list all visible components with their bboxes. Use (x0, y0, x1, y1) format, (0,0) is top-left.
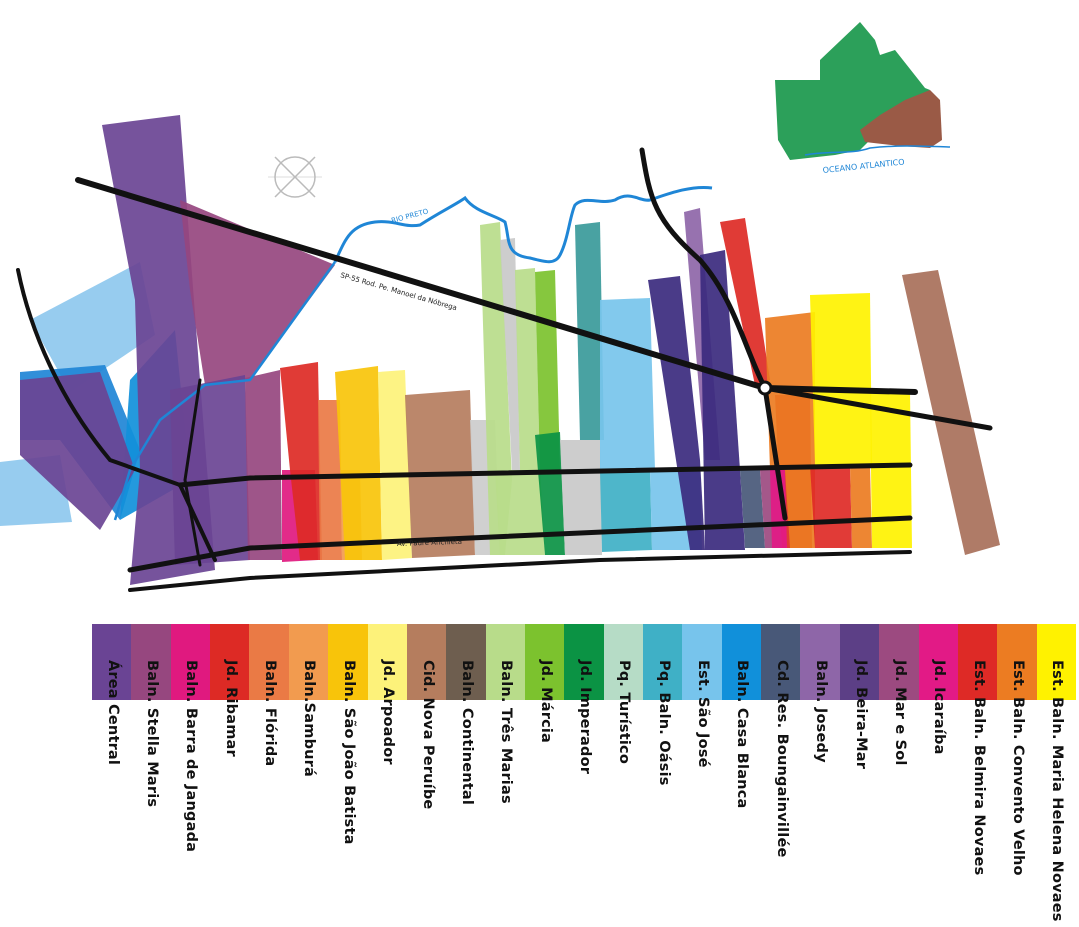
district-area (810, 293, 872, 465)
legend-label: Pq. Turístico (616, 660, 633, 764)
legend-label: Est. Baln. Convento Velho (1009, 660, 1026, 876)
district-area (600, 470, 652, 552)
legend-swatch: Est. Baln. Convento Velho (997, 624, 1037, 876)
legend-swatch: Jd. Ribamar (210, 624, 250, 757)
district-area (245, 370, 282, 560)
district-area (870, 390, 912, 548)
district-areas (0, 115, 1000, 585)
district-area (600, 298, 655, 470)
district-area (560, 440, 602, 555)
legend-swatch: Cd. Res. Boungainvillée (761, 624, 801, 858)
legend-swatch: Jd. Icaraíba (918, 624, 958, 755)
roundabout (757, 380, 773, 396)
avenida-padre-anchieta-road (127, 515, 913, 573)
legend-swatch: Est. Baln. Belmira Novaes (957, 624, 998, 875)
legend-swatch: Jd. Imperador (564, 624, 604, 774)
legend-swatch: Baln. Stella Maris (131, 624, 171, 807)
legend-label: Área Central (104, 660, 121, 766)
legend: Área Central Baln. Stella Maris Baln. Barr… (92, 624, 1076, 922)
legend-swatch: Pq. Turístico (603, 624, 644, 764)
district-area (500, 238, 520, 470)
central-road (183, 378, 202, 567)
coastal-road (128, 550, 912, 592)
inset-green-area (775, 22, 930, 160)
legend-label: Baln. Três Marias (498, 660, 515, 804)
legend-swatch: Baln. Josedy (800, 624, 840, 763)
legend-swatch: Jd. Mar e Sol (879, 624, 919, 766)
neighborhood-map: RIO PRETO SP-55 Rod. Pe. Manoel da Nóbre… (0, 22, 1000, 592)
upper-avenue (177, 462, 913, 488)
legend-swatch: Pq. Baln. Oásis (643, 624, 683, 786)
district-area (720, 218, 770, 385)
legend-label: Jd. Ribamar (222, 660, 239, 757)
legend-swatch: Cid. Nova Peruíbe (406, 624, 447, 809)
legend-swatch: Área Central (92, 624, 132, 765)
legend-swatch: Baln. São João Batista (328, 624, 368, 845)
district-area (30, 262, 155, 392)
legend-label: Baln. Casa Blanca (734, 660, 751, 809)
legend-label: Baln. São João Batista (340, 660, 357, 845)
legend-label: Baln. Barra de Jangada (183, 660, 200, 853)
legend-label: Baln. Stella Maris (144, 660, 161, 808)
legend-swatch: Est. Baln. Maria Helena Novaes (1036, 624, 1076, 922)
legend-swatch: Jd. Beira-Mar (839, 624, 880, 769)
district-area (280, 362, 322, 560)
legend-swatch: Baln.Samburá (288, 624, 329, 777)
district-area (700, 250, 745, 550)
legend-swatch: Est. São José (682, 624, 722, 768)
legend-swatch: Baln. Barra de Jangada (170, 624, 211, 852)
legend-label: Jd. Icaraíba (931, 660, 948, 755)
legend-label: Est. Baln. Belmira Novaes (970, 660, 987, 876)
east-road (762, 385, 993, 431)
legend-label: Jd. Mar e Sol (891, 660, 908, 766)
district-area (20, 372, 135, 530)
legend-swatch: Baln. Flórida (249, 624, 289, 766)
district-area (810, 465, 852, 548)
inset-brown-area (860, 90, 942, 148)
legend-label: Cid. Nova Peruíbe (419, 660, 436, 810)
district-area (740, 470, 765, 548)
legend-swatch: Jd. Márcia (524, 624, 565, 743)
legend-swatch: Jd. Arpoador (367, 624, 407, 765)
district-area (902, 270, 1000, 555)
avenue-label: Av. Padre Anchieta (397, 538, 462, 548)
legend-swatch: Baln. Continental (446, 624, 486, 805)
west-road (16, 268, 217, 562)
compass-rose-icon (268, 156, 322, 198)
district-area (850, 465, 872, 548)
district-area (648, 276, 705, 550)
legend-label: Baln. Flórida (262, 660, 279, 767)
district-area (180, 200, 335, 385)
legend-label: Jd. Arpoador (380, 660, 397, 765)
legend-label: Pq. Baln. Oásis (655, 660, 672, 786)
river-west (113, 261, 337, 521)
district-area (170, 375, 250, 565)
inset-ocean-label: OCEANO ATLANTICO (822, 157, 905, 175)
legend-label: Est. São José (695, 660, 712, 768)
legend-label: Jd. Márcia (537, 660, 554, 744)
inset-coast (804, 145, 951, 156)
district-area (495, 470, 545, 555)
district-area (535, 432, 565, 555)
legend-label: Jd. Imperador (576, 660, 593, 775)
legend-label: Baln.Samburá (301, 660, 318, 778)
roads (16, 147, 993, 592)
north-road (639, 147, 788, 521)
legend-label: Est. Baln. Maria Helena Novaes (1049, 660, 1066, 922)
legend-label: Cd. Res. Boungainvillée (773, 660, 790, 858)
district-area (378, 370, 412, 560)
district-area (318, 400, 342, 560)
legend-swatch: Baln. Três Marias (485, 624, 525, 804)
district-area (335, 366, 382, 560)
district-area (765, 312, 815, 548)
legend-label: Baln. Josedy (813, 660, 830, 763)
district-area (575, 222, 604, 440)
legend-label: Jd. Beira-Mar (852, 660, 869, 770)
river-rio-preto (333, 185, 713, 264)
legend-label: Baln. Continental (458, 660, 475, 806)
legend-swatch: Baln. Casa Blanca (721, 624, 762, 809)
inset-map: OCEANO ATLANTICO (775, 22, 951, 175)
